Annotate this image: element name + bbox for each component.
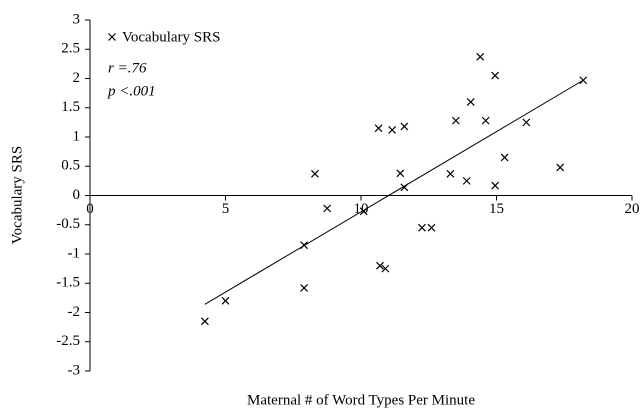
point xyxy=(418,223,426,232)
point xyxy=(491,181,500,190)
y-tick-label: -2.5 xyxy=(56,333,80,349)
y-tick-label: 0.5 xyxy=(61,158,80,174)
point xyxy=(427,223,436,232)
point xyxy=(462,176,471,185)
point xyxy=(374,124,383,133)
point xyxy=(221,296,230,305)
point xyxy=(481,116,490,125)
point xyxy=(381,264,390,273)
annotation: r =.76 xyxy=(108,60,147,76)
x-tick-label: 0 xyxy=(86,201,94,217)
point xyxy=(300,284,309,292)
point xyxy=(522,118,531,127)
y-tick-label: 0 xyxy=(73,187,81,203)
y-tick-label: -1.5 xyxy=(56,275,80,291)
y-tick-label: -1 xyxy=(68,245,81,261)
point xyxy=(451,116,460,125)
y-tick-label: -3 xyxy=(68,362,81,378)
y-tick-label: 1 xyxy=(73,128,81,144)
y-tick-label: -2 xyxy=(68,304,81,320)
point xyxy=(200,317,209,326)
y-tick-label: 3 xyxy=(73,11,81,27)
point xyxy=(476,52,485,61)
x-axis-label: Maternal # of Word Types Per Minute xyxy=(247,392,475,408)
x-tick-label: 15 xyxy=(489,201,504,217)
y-tick-label: 2.5 xyxy=(61,41,80,57)
annotation: p <.001 xyxy=(107,83,156,99)
y-axis-label: Vocabulary SRS xyxy=(9,146,25,244)
y-tick-label: 1.5 xyxy=(61,99,80,115)
y-tick-label: -0.5 xyxy=(56,216,80,232)
point xyxy=(376,261,384,270)
point xyxy=(388,126,397,134)
point xyxy=(311,169,319,178)
point xyxy=(446,169,455,178)
point xyxy=(108,33,116,41)
point xyxy=(396,169,405,178)
point xyxy=(500,153,509,162)
point xyxy=(323,204,332,213)
x-tick-label: 20 xyxy=(625,201,640,217)
y-tick-label: 2 xyxy=(73,70,81,86)
point xyxy=(466,97,475,106)
legend-label: Vocabulary SRS xyxy=(122,29,220,45)
point xyxy=(491,71,500,80)
trendline xyxy=(204,79,584,305)
x-tick-label: 5 xyxy=(222,201,230,217)
point xyxy=(556,163,565,172)
point xyxy=(400,122,409,131)
